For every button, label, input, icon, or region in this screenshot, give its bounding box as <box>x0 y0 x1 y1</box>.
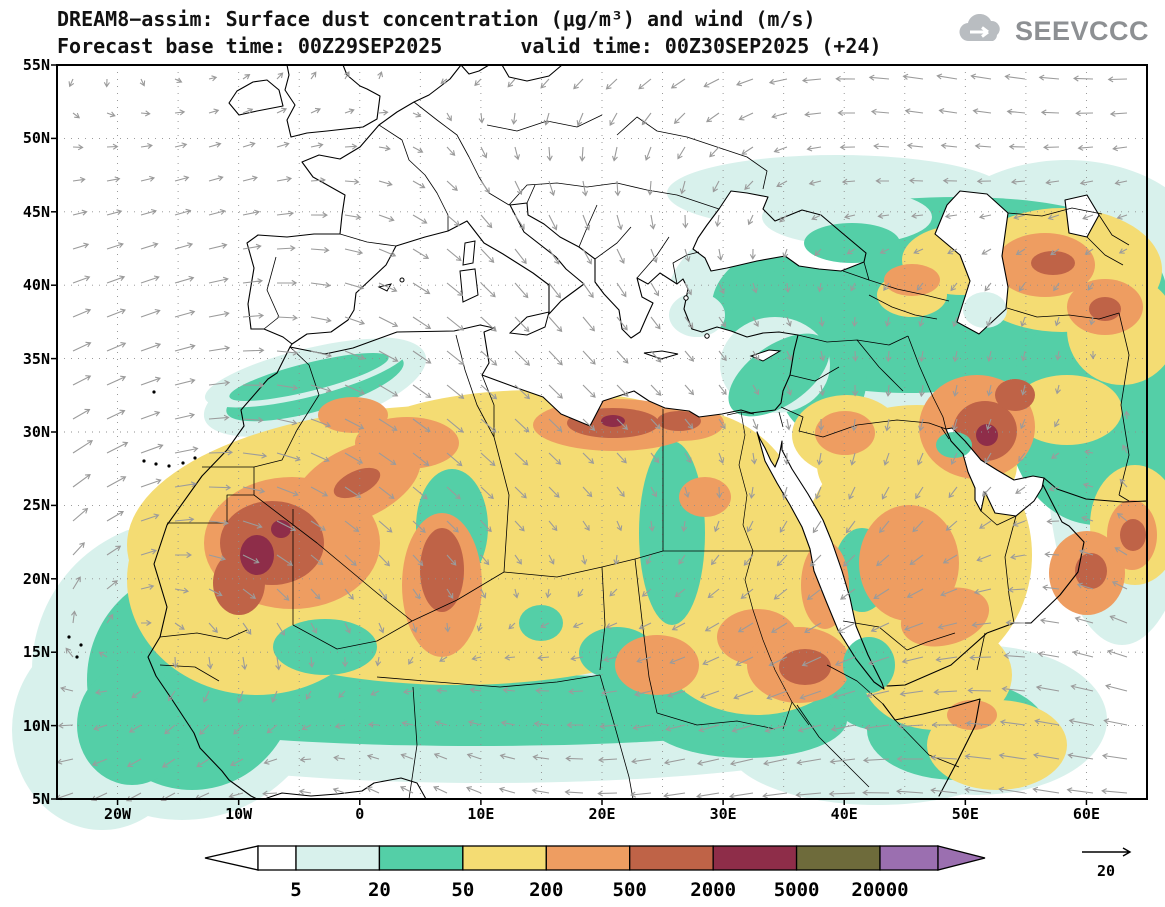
legend-swatch <box>462 845 547 871</box>
wind-vector-arrows <box>55 71 1130 802</box>
wind-reference-value: 20 <box>1097 862 1115 880</box>
forecast-base-time: Forecast base time: 00Z29SEP2025 <box>57 34 443 58</box>
legend-triangle-high <box>937 845 986 871</box>
chart-title: DREAM8−assim: Surface dust concentration… <box>57 7 816 31</box>
valid-time: valid time: 00Z30SEP2025 (+24) <box>520 34 882 58</box>
legend-swatch <box>545 845 631 871</box>
y-tick-label: 45N <box>22 202 50 221</box>
dust-map <box>12 64 1165 830</box>
x-tick-label: 30E <box>709 805 737 823</box>
legend-level-label: 2000 <box>690 879 736 901</box>
legend-swatch <box>378 845 464 871</box>
x-tick-label: 60E <box>1072 805 1100 823</box>
y-tick-label: 50N <box>22 129 50 148</box>
x-tick-label: 20W <box>104 805 132 823</box>
y-tick-label: 20N <box>22 569 50 588</box>
legend-level-label: 500 <box>613 879 647 901</box>
map-frame <box>51 64 1148 805</box>
legend-swatch <box>257 845 297 871</box>
x-tick-label: 0 <box>355 805 365 823</box>
legend-swatch <box>712 845 798 871</box>
chart-titles: DREAM8−assim: Surface dust concentration… <box>57 6 882 60</box>
legend-level-label: 5 <box>290 879 301 901</box>
color-legend: 5 20 50 200 500 2000 5000 20000 20 <box>204 845 1132 901</box>
y-tick-label: 55N <box>22 56 50 74</box>
y-tick-label: 40N <box>22 276 50 295</box>
y-tick-label: 30N <box>22 423 50 441</box>
legend-swatch <box>295 845 381 871</box>
x-tick-label: 50E <box>951 805 979 823</box>
legend-swatch <box>629 845 714 871</box>
country-borders <box>159 101 1130 800</box>
legend-swatch <box>795 845 881 871</box>
legend-triangle-low <box>204 845 259 871</box>
x-tick-label: 40E <box>830 805 858 823</box>
cloud-arrow-icon <box>959 14 1000 42</box>
small-islands <box>67 390 197 659</box>
legend-level-label: 50 <box>451 879 474 901</box>
chart-subtitle: Forecast base time: 00Z29SEP2025 valid t… <box>57 33 882 60</box>
y-tick-label: 25N <box>22 496 50 515</box>
coastlines <box>147 64 1148 800</box>
y-tick-label: 5N <box>31 790 50 808</box>
legend-level-label: 20000 <box>851 879 908 901</box>
sea-dust-20-50 <box>229 223 972 693</box>
legend-level-label: 5000 <box>774 879 820 901</box>
legend-level-label: 20 <box>368 879 391 901</box>
legend-level-label: 200 <box>529 879 563 901</box>
y-tick-label: 35N <box>22 349 50 368</box>
y-tick-label: 10N <box>22 716 50 735</box>
nile-river <box>726 411 810 730</box>
wind-arrows-path <box>55 71 1130 802</box>
wind-reference-arrow <box>1082 847 1132 857</box>
x-tick-label: 10E <box>467 805 495 823</box>
dust-level-2000-5000 <box>240 415 998 575</box>
y-tick-label: 15N <box>22 643 50 662</box>
x-tick-label: 20E <box>588 805 616 823</box>
legend-swatch <box>879 845 939 871</box>
seevccc-logo: SEEVCCC <box>957 14 1149 48</box>
logo-text: SEEVCCC <box>1014 15 1149 46</box>
x-tick-label: 10W <box>225 805 253 823</box>
